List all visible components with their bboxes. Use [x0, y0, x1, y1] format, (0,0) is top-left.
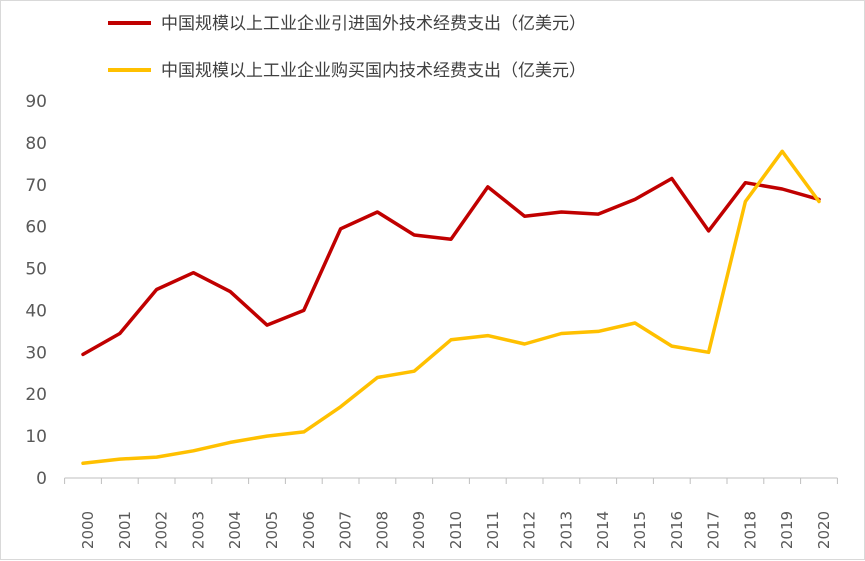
- y-tick-label: 70: [25, 176, 47, 196]
- x-tick-label: 2015: [631, 511, 649, 549]
- x-tick-label: 2016: [668, 511, 686, 549]
- y-tick-label: 90: [25, 92, 47, 112]
- x-axis: 2000 2001 2002 2003 2004 2005 2006 2007 2008 2009…: [64, 477, 838, 549]
- legend-label-1: 中国规模以上工业企业引进国外技术经费支出（亿美元）: [161, 14, 586, 34]
- x-tick-label: 2005: [263, 511, 281, 549]
- x-tick-label: 2004: [226, 511, 244, 549]
- series-line-2: [81, 149, 821, 466]
- x-tick-label: 2002: [153, 511, 171, 549]
- x-tick-label: 2014: [594, 511, 612, 549]
- x-tick-label: 2007: [337, 511, 355, 549]
- y-tick-label: 60: [25, 218, 47, 238]
- y-tick-label: 10: [25, 427, 47, 447]
- y-tick-label: 50: [25, 260, 47, 280]
- x-tick-label: 2000: [79, 511, 97, 549]
- y-tick-label: 80: [25, 134, 47, 154]
- legend: 中国规模以上工业企业引进国外技术经费支出（亿美元） 中国规模以上工业企业购买国内技…: [108, 14, 586, 81]
- x-tick-label: 2009: [410, 511, 428, 549]
- y-tick-label: 30: [25, 343, 47, 363]
- x-tick-label: 2003: [189, 511, 207, 549]
- x-tick-label: 2001: [116, 511, 134, 549]
- series-line-1: [81, 176, 821, 357]
- x-tick-label: 2006: [300, 511, 318, 549]
- x-tick-label: 2020: [815, 511, 833, 549]
- y-axis: 0 10 20 30 40 50 60 70 80 90: [25, 92, 47, 489]
- x-tick-label: 2010: [447, 511, 465, 549]
- x-tick-label: 2012: [521, 511, 539, 549]
- x-tick-label: 2011: [484, 511, 502, 549]
- x-tick-label: 2017: [705, 511, 723, 549]
- y-tick-label: 0: [36, 469, 47, 489]
- y-tick-label: 40: [25, 301, 47, 321]
- x-tick-label: 2013: [557, 511, 575, 549]
- legend-label-2: 中国规模以上工业企业购买国内技术经费支出（亿美元）: [161, 61, 586, 81]
- x-tick-label: 2018: [741, 511, 759, 549]
- x-tick-label: 2008: [373, 511, 391, 549]
- x-tick-label: 2019: [778, 511, 796, 549]
- y-tick-label: 20: [25, 385, 47, 405]
- series-layer: [81, 149, 821, 466]
